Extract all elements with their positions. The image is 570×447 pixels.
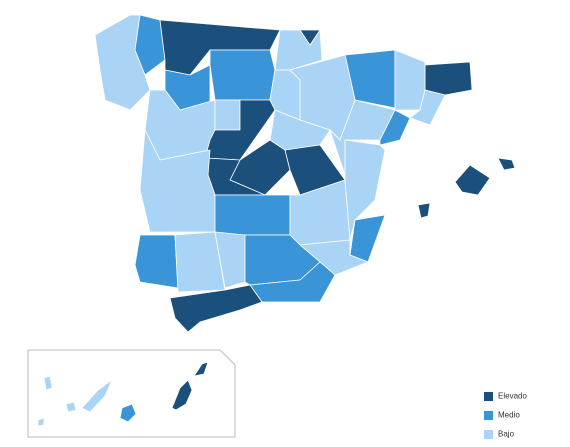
legend-label: Medio bbox=[498, 411, 520, 420]
island bbox=[171, 379, 193, 411]
legend: Elevado Medio Bajo bbox=[484, 392, 527, 439]
legend-swatch bbox=[484, 392, 493, 401]
region bbox=[299, 29, 321, 46]
regions bbox=[27, 14, 516, 438]
legend-label: Elevado bbox=[498, 392, 527, 401]
legend-swatch bbox=[484, 430, 493, 439]
region bbox=[169, 284, 263, 333]
inset-frame bbox=[27, 349, 236, 438]
island bbox=[43, 375, 53, 391]
island bbox=[37, 417, 45, 427]
island bbox=[417, 202, 431, 219]
island bbox=[119, 403, 137, 423]
region bbox=[214, 99, 241, 131]
region bbox=[349, 214, 386, 263]
region bbox=[209, 49, 276, 101]
region bbox=[424, 61, 473, 96]
region bbox=[134, 14, 166, 76]
legend-label: Bajo bbox=[498, 430, 515, 439]
region bbox=[134, 234, 179, 289]
island bbox=[497, 157, 516, 171]
island bbox=[454, 164, 491, 196]
region bbox=[214, 194, 291, 236]
region bbox=[344, 139, 386, 241]
region bbox=[394, 49, 426, 111]
region bbox=[379, 109, 411, 146]
island bbox=[193, 361, 209, 377]
region bbox=[159, 19, 281, 76]
legend-swatch bbox=[484, 411, 493, 420]
region bbox=[409, 89, 446, 126]
island bbox=[65, 401, 77, 413]
island bbox=[81, 379, 113, 413]
